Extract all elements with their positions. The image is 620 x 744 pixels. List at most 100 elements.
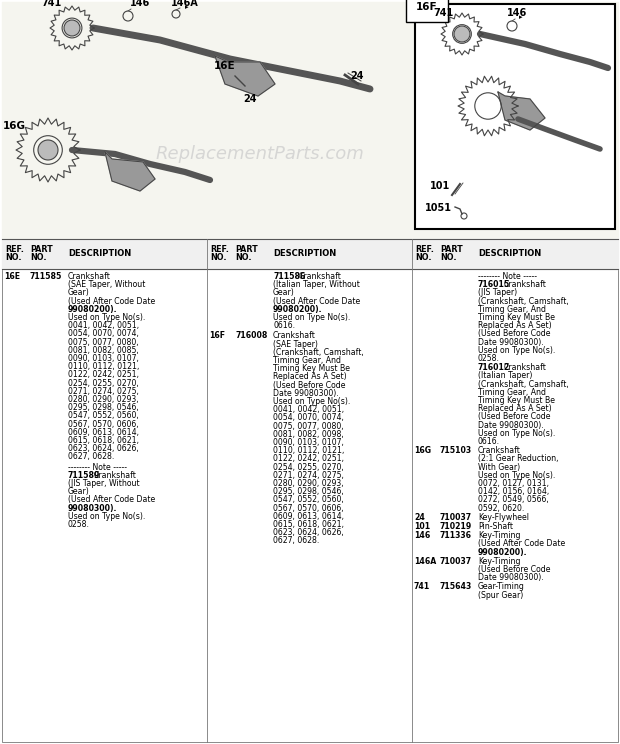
Text: 99080200).: 99080200). bbox=[273, 305, 322, 314]
Text: 16E: 16E bbox=[214, 61, 236, 71]
Text: Date 99080300).: Date 99080300). bbox=[478, 420, 544, 429]
Text: 0271, 0274, 0275,: 0271, 0274, 0275, bbox=[68, 387, 139, 396]
Text: 1051: 1051 bbox=[425, 203, 451, 213]
Text: Timing Key Must Be: Timing Key Must Be bbox=[478, 313, 555, 322]
Text: 0616.: 0616. bbox=[478, 437, 500, 446]
Text: Pin-Shaft: Pin-Shaft bbox=[478, 522, 513, 531]
Text: Gear): Gear) bbox=[68, 289, 90, 298]
Text: 16G: 16G bbox=[414, 446, 431, 455]
Text: 711589: 711589 bbox=[68, 471, 100, 480]
Text: 146A: 146A bbox=[414, 557, 436, 565]
Text: Timing Gear, And: Timing Gear, And bbox=[273, 356, 341, 365]
Text: 16F: 16F bbox=[209, 331, 225, 341]
Text: -------- Note -----: -------- Note ----- bbox=[478, 272, 537, 281]
Text: ▸: ▸ bbox=[185, 4, 188, 10]
Text: Used on Type No(s).: Used on Type No(s). bbox=[478, 429, 556, 437]
Bar bbox=[2, 2, 618, 239]
Text: 0623, 0624, 0626,: 0623, 0624, 0626, bbox=[273, 528, 343, 537]
Text: 0041, 0042, 0051,: 0041, 0042, 0051, bbox=[273, 405, 344, 414]
Text: 0122, 0242, 0251,: 0122, 0242, 0251, bbox=[68, 371, 139, 379]
Text: Used on Type No(s).: Used on Type No(s). bbox=[478, 471, 556, 480]
Text: 101: 101 bbox=[430, 181, 450, 191]
Text: 0110, 0112, 0121,: 0110, 0112, 0121, bbox=[68, 362, 140, 371]
Text: Key-Flywheel: Key-Flywheel bbox=[478, 513, 529, 522]
Text: 0110, 0112, 0121,: 0110, 0112, 0121, bbox=[273, 446, 344, 455]
Text: 0272, 0549, 0566,: 0272, 0549, 0566, bbox=[478, 496, 549, 504]
Text: (Used Before Code: (Used Before Code bbox=[478, 330, 551, 339]
Text: 0547, 0552, 0560,: 0547, 0552, 0560, bbox=[273, 496, 343, 504]
Text: (Italian Taper, Without: (Italian Taper, Without bbox=[273, 280, 360, 289]
Text: PART: PART bbox=[440, 246, 463, 254]
Text: 99080200).: 99080200). bbox=[478, 548, 528, 557]
Text: 0295, 0298, 0546,: 0295, 0298, 0546, bbox=[273, 487, 343, 496]
Text: (SAE Taper, Without: (SAE Taper, Without bbox=[68, 280, 145, 289]
Text: 741: 741 bbox=[414, 583, 430, 591]
Text: 0122, 0242, 0251,: 0122, 0242, 0251, bbox=[273, 455, 344, 464]
Text: 0041, 0042, 0051,: 0041, 0042, 0051, bbox=[68, 321, 139, 330]
Text: Date 99080300).: Date 99080300). bbox=[478, 573, 544, 583]
Text: PART: PART bbox=[235, 246, 258, 254]
Text: (Used Before Code: (Used Before Code bbox=[478, 412, 551, 421]
Text: (Used Before Code: (Used Before Code bbox=[478, 565, 551, 574]
Text: Used on Type No(s).: Used on Type No(s). bbox=[273, 313, 350, 322]
Text: Gear): Gear) bbox=[273, 289, 294, 298]
Text: NO.: NO. bbox=[235, 254, 252, 263]
Text: 715643: 715643 bbox=[440, 583, 472, 591]
Circle shape bbox=[454, 26, 470, 42]
Text: 146A: 146A bbox=[171, 0, 199, 8]
Text: Crankshaft: Crankshaft bbox=[68, 272, 111, 281]
Text: 716008: 716008 bbox=[235, 331, 267, 341]
Text: (JIS Taper, Without: (JIS Taper, Without bbox=[68, 479, 140, 488]
Text: 0075, 0077, 0080,: 0075, 0077, 0080, bbox=[273, 422, 343, 431]
Text: 146: 146 bbox=[414, 531, 430, 540]
Text: Timing Gear, And: Timing Gear, And bbox=[478, 305, 546, 314]
Text: ReplacementParts.com: ReplacementParts.com bbox=[156, 145, 365, 163]
Text: Key-Timing: Key-Timing bbox=[478, 531, 521, 540]
Text: 16F: 16F bbox=[416, 2, 438, 12]
Text: 146: 146 bbox=[507, 8, 527, 18]
Text: 710219: 710219 bbox=[440, 522, 472, 531]
Text: 24: 24 bbox=[243, 94, 257, 104]
Text: Gear): Gear) bbox=[68, 487, 90, 496]
Text: 0567, 0570, 0606,: 0567, 0570, 0606, bbox=[68, 420, 139, 429]
Text: 24: 24 bbox=[350, 71, 363, 81]
Text: Replaced As A Set): Replaced As A Set) bbox=[273, 373, 347, 382]
Text: Crankshaft: Crankshaft bbox=[94, 471, 137, 480]
Text: Crankshaft: Crankshaft bbox=[273, 331, 316, 341]
Text: Replaced As A Set): Replaced As A Set) bbox=[478, 404, 552, 413]
Text: 0142, 0156, 0164,: 0142, 0156, 0164, bbox=[478, 487, 549, 496]
Text: (Crankshaft, Camshaft,: (Crankshaft, Camshaft, bbox=[478, 379, 569, 388]
Text: Crankshaft: Crankshaft bbox=[299, 272, 342, 281]
Text: DESCRIPTION: DESCRIPTION bbox=[478, 249, 541, 258]
Text: 715103: 715103 bbox=[440, 446, 472, 455]
Text: Timing Gear, And: Timing Gear, And bbox=[478, 388, 546, 397]
Text: 0615, 0618, 0621,: 0615, 0618, 0621, bbox=[273, 520, 344, 529]
Text: Date 99080300).: Date 99080300). bbox=[478, 338, 544, 347]
Text: 711336: 711336 bbox=[440, 531, 472, 540]
Bar bbox=[415, 4, 615, 229]
Text: Crankshaft: Crankshaft bbox=[478, 446, 521, 455]
Text: 0081, 0082, 0098,: 0081, 0082, 0098, bbox=[273, 430, 343, 439]
Text: 16G: 16G bbox=[2, 121, 25, 131]
Text: 0547, 0552, 0560,: 0547, 0552, 0560, bbox=[68, 411, 139, 420]
Text: 710037: 710037 bbox=[440, 557, 472, 565]
Text: 16E: 16E bbox=[4, 272, 20, 281]
Text: Crankshaft: Crankshaft bbox=[504, 363, 547, 372]
Text: NO.: NO. bbox=[415, 254, 432, 263]
Text: Timing Key Must Be: Timing Key Must Be bbox=[273, 365, 350, 373]
Text: Replaced As A Set): Replaced As A Set) bbox=[478, 321, 552, 330]
Text: (Crankshaft, Camshaft,: (Crankshaft, Camshaft, bbox=[273, 347, 364, 357]
Text: 0280, 0290, 0293,: 0280, 0290, 0293, bbox=[68, 395, 139, 404]
Text: 146: 146 bbox=[130, 0, 150, 8]
Polygon shape bbox=[498, 92, 545, 130]
Text: (Used After Code Date: (Used After Code Date bbox=[68, 496, 155, 504]
Text: Date 99080300).: Date 99080300). bbox=[273, 389, 339, 398]
Text: PART: PART bbox=[30, 246, 53, 254]
Text: NO.: NO. bbox=[5, 254, 22, 263]
Text: 0254, 0255, 0270,: 0254, 0255, 0270, bbox=[273, 463, 343, 472]
Text: (Used After Code Date: (Used After Code Date bbox=[68, 297, 155, 306]
Text: (SAE Taper): (SAE Taper) bbox=[273, 339, 318, 349]
Text: 0090, 0103, 0107,: 0090, 0103, 0107, bbox=[68, 354, 139, 363]
Text: 716015: 716015 bbox=[478, 280, 510, 289]
Text: 0081, 0082, 0085,: 0081, 0082, 0085, bbox=[68, 346, 139, 355]
